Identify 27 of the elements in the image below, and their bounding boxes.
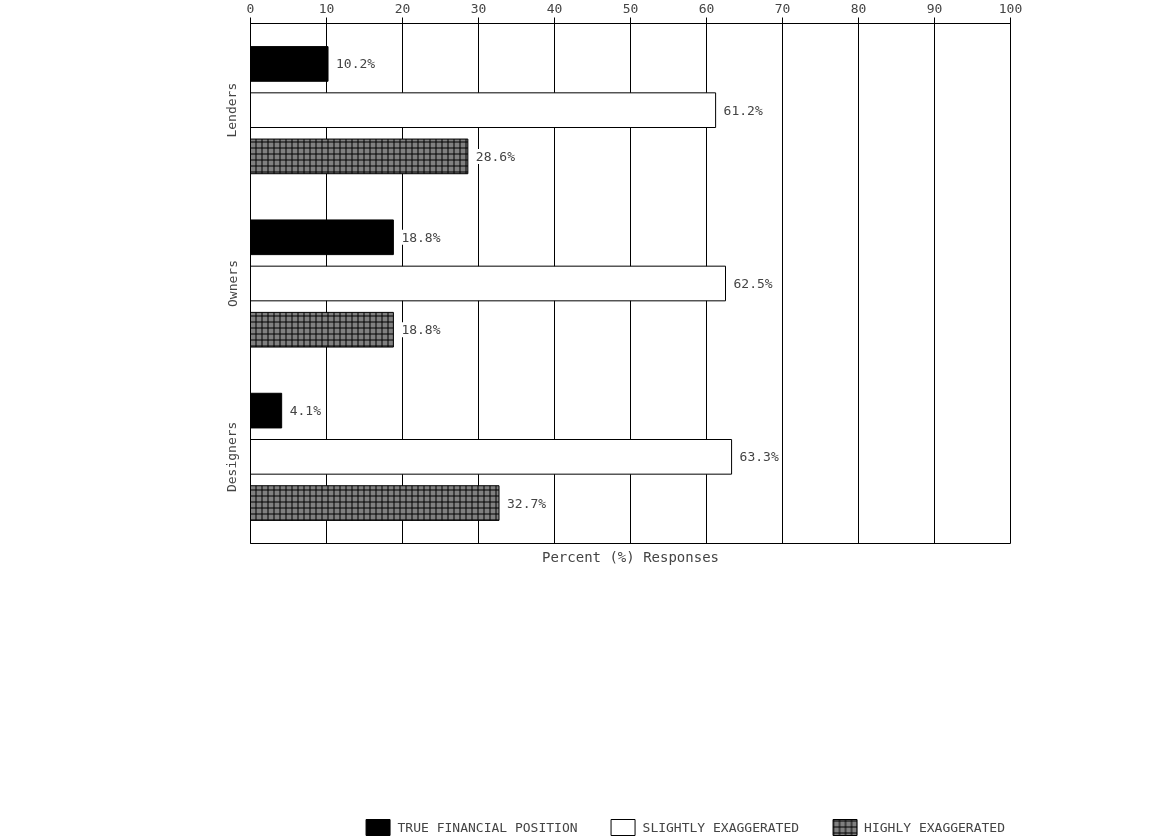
- data-label: 10.2%: [336, 56, 376, 72]
- y-tick-label: Owners: [224, 260, 240, 307]
- y-tick-label: Lenders: [224, 82, 240, 138]
- x-tick-label: 40: [546, 0, 563, 16]
- data-label: 4.1%: [289, 403, 322, 419]
- x-tick-label: 90: [926, 0, 943, 16]
- data-label: 28.6%: [475, 148, 516, 164]
- legend-label: HIGHLY EXAGGERATED: [864, 819, 1005, 835]
- x-tick-label: 60: [698, 0, 715, 16]
- data-label: 62.5%: [733, 276, 773, 291]
- legend-label: SLIGHTLY EXAGGERATED: [642, 819, 800, 835]
- x-tick-label: 100: [998, 0, 1023, 16]
- x-tick-label: 70: [774, 0, 791, 16]
- data-label: 18.8%: [401, 229, 441, 245]
- x-tick-label: 10: [318, 0, 335, 16]
- x-tick-label: 80: [850, 0, 867, 16]
- data-label: 18.8%: [401, 322, 441, 338]
- y-tick-label: Designers: [224, 421, 240, 493]
- data-label: 32.7%: [507, 495, 547, 511]
- x-tick-label: 30: [470, 0, 487, 16]
- data-label: 63.3%: [739, 449, 779, 465]
- x-tick-label: 50: [622, 0, 639, 16]
- x-axis-title: Percent (%) Responses: [542, 548, 720, 565]
- x-tick-label: 20: [394, 0, 411, 16]
- legend-label: TRUE FINANCIAL POSITION: [397, 819, 578, 835]
- x-tick-label: 0: [246, 0, 255, 16]
- data-label: 61.2%: [723, 102, 763, 118]
